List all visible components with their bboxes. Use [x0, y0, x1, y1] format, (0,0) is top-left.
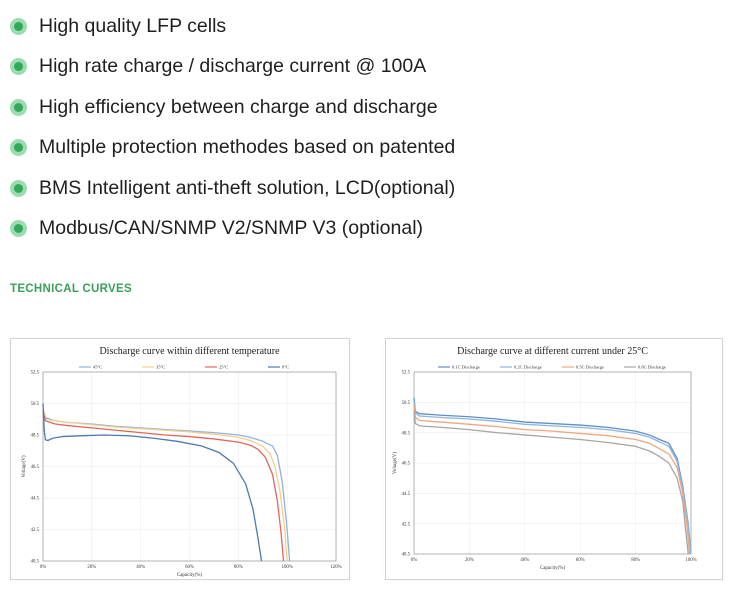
feature-list: High quality LFP cells High rate charge …	[10, 6, 455, 249]
x-tick-label: 0%	[411, 558, 417, 563]
y-tick-label: 42.5	[31, 528, 40, 533]
chart-title: Discharge curve within different tempera…	[99, 346, 280, 357]
y-tick-label: 46.5	[31, 465, 40, 470]
temperature-discharge-chart: Discharge curve within different tempera…	[22, 346, 342, 578]
legend-label: 0.8C Discharge	[638, 365, 666, 370]
y-tick-label: 50.5	[31, 402, 40, 407]
series-line	[42, 408, 288, 562]
y-axis-label: Voltage(V)	[393, 452, 398, 474]
feature-item: High rate charge / discharge current @ 1…	[10, 47, 455, 88]
feature-item: High quality LFP cells	[10, 6, 455, 47]
plot-frame	[413, 371, 692, 555]
feature-text: Multiple protection methodes based on pa…	[39, 136, 456, 159]
section-title: TECHNICAL CURVES	[10, 283, 132, 295]
y-tick-label: 42.5	[402, 522, 411, 527]
check-bullet-icon	[10, 17, 27, 35]
x-axis-label: Capacity(%)	[540, 566, 566, 571]
y-tick-label: 52.5	[31, 371, 40, 376]
x-tick-label: 100%	[282, 565, 293, 570]
chart-title: Discharge curve at different current und…	[457, 346, 648, 357]
feature-item: BMS Intelligent anti-theft solution, LCD…	[10, 168, 455, 209]
feature-text: BMS Intelligent anti-theft solution, LCD…	[39, 176, 456, 199]
series-line	[42, 411, 285, 562]
feature-text: High quality LFP cells	[39, 14, 227, 37]
x-tick-label: 80%	[234, 565, 243, 570]
feature-item: Modbus/CAN/SNMP V2/SNMP V3 (optional)	[10, 209, 455, 250]
y-axis-label: Voltage(V)	[22, 455, 27, 477]
legend-label: 0.5C Discharge	[576, 365, 604, 370]
x-tick-label: 20%	[87, 565, 96, 570]
y-tick-label: 44.5	[402, 492, 411, 497]
current-chart-panel: Discharge curve at different current und…	[385, 338, 723, 580]
check-bullet-icon	[10, 179, 27, 197]
check-bullet-icon	[10, 139, 27, 157]
current-discharge-chart: Discharge curve at different current und…	[393, 346, 697, 571]
series-line	[413, 397, 692, 555]
x-axis-label: Capacity(%)	[177, 573, 203, 578]
x-tick-label: 120%	[330, 565, 341, 570]
feature-item: High efficiency between charge and disch…	[10, 87, 455, 128]
feature-text: High rate charge / discharge current @ 1…	[39, 55, 427, 78]
legend-label: 35°C	[156, 365, 165, 370]
x-tick-label: 40%	[520, 558, 529, 563]
feature-text: High efficiency between charge and disch…	[39, 95, 438, 118]
series-line	[413, 400, 692, 555]
y-tick-label: 44.5	[31, 497, 40, 502]
check-bullet-icon	[10, 58, 27, 76]
x-tick-label: 0%	[40, 565, 46, 570]
y-tick-label: 40.5	[402, 553, 411, 558]
series-line	[413, 405, 691, 555]
series-line	[413, 411, 689, 555]
x-tick-label: 80%	[631, 558, 640, 563]
legend-label: 45°C	[93, 365, 102, 370]
y-tick-label: 40.5	[31, 560, 40, 565]
x-tick-label: 60%	[576, 558, 585, 563]
legend-label: 0°C	[282, 365, 289, 370]
legend-label: 0.1C Discharge	[452, 365, 480, 370]
check-bullet-icon	[10, 98, 27, 116]
x-tick-label: 40%	[136, 565, 145, 570]
legend-label: 25°C	[219, 365, 228, 370]
x-tick-label: 20%	[465, 558, 474, 563]
y-tick-label: 48.5	[402, 431, 411, 436]
temperature-chart-panel: Discharge curve within different tempera…	[10, 338, 350, 580]
x-tick-label: 60%	[185, 565, 194, 570]
y-tick-label: 46.5	[402, 462, 411, 467]
x-tick-label: 100%	[685, 558, 696, 563]
series-line	[42, 403, 263, 562]
check-bullet-icon	[10, 220, 27, 238]
plot-frame	[42, 371, 337, 562]
y-tick-label: 48.5	[31, 434, 40, 439]
feature-item: Multiple protection methodes based on pa…	[10, 128, 455, 169]
feature-text: Modbus/CAN/SNMP V2/SNMP V3 (optional)	[39, 217, 424, 240]
series-line	[42, 408, 291, 562]
y-tick-label: 52.5	[402, 371, 411, 376]
y-tick-label: 50.5	[402, 401, 411, 406]
legend-label: 0.2C Discharge	[514, 365, 542, 370]
